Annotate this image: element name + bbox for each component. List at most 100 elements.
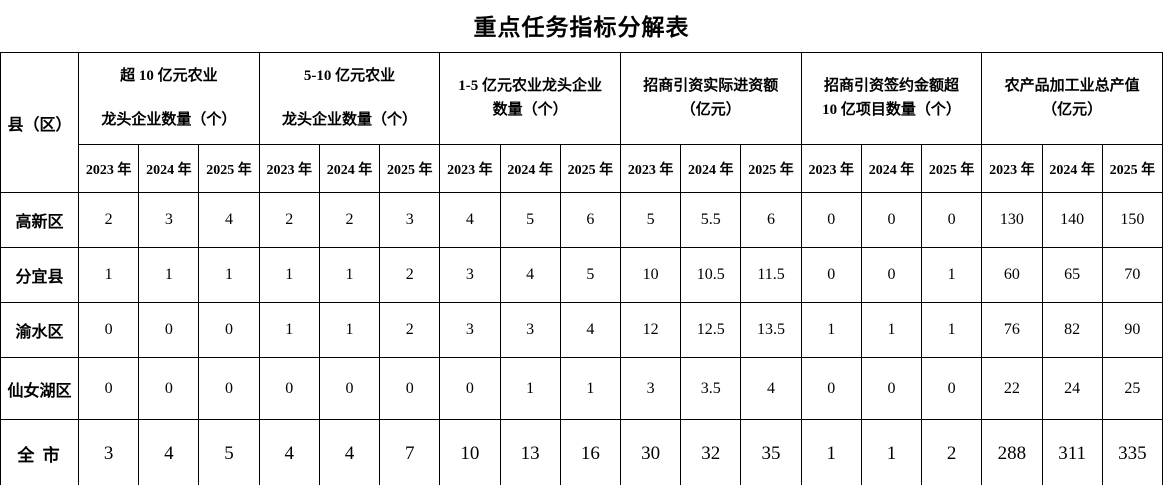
year-header: 2024 年	[138, 144, 200, 193]
year-header: 2025 年	[1101, 144, 1163, 193]
table-cell: 4	[258, 419, 320, 485]
table-cell: 1	[198, 247, 260, 303]
year-header: 2023 年	[981, 144, 1043, 193]
table-cell: 6	[559, 192, 621, 248]
year-header: 2023 年	[800, 144, 862, 193]
table-cell: 3	[77, 419, 140, 485]
table-cell: 5.5	[680, 192, 742, 248]
group-header: 超 10 亿元农业 龙头企业数量（个）	[78, 52, 260, 145]
table-cell: 1	[800, 419, 862, 485]
table-cell: 3	[439, 302, 501, 358]
year-header: 2023 年	[77, 144, 140, 193]
table-cell: 3.5	[680, 357, 742, 420]
table-cell: 3	[138, 192, 200, 248]
row-label: 全 市	[0, 419, 79, 485]
table-cell: 3	[619, 357, 682, 420]
table-cell: 2	[379, 247, 441, 303]
table-cell: 0	[860, 247, 923, 303]
table-cell: 2	[77, 192, 140, 248]
year-header: 2023 年	[619, 144, 682, 193]
table-cell: 3	[439, 247, 501, 303]
table-cell: 60	[981, 247, 1043, 303]
indicator-table: 县（区） 超 10 亿元农业 龙头企业数量（个） 5-10 亿元农业 龙头企业数量…	[0, 52, 1163, 485]
table-cell: 10.5	[680, 247, 742, 303]
table-cell: 5	[559, 247, 621, 303]
table-cell: 12	[619, 302, 682, 358]
table-cell: 150	[1101, 192, 1163, 248]
table-cell: 0	[439, 357, 501, 420]
table-cell: 6	[740, 192, 802, 248]
table-cell: 130	[981, 192, 1043, 248]
table-cell: 4	[138, 419, 200, 485]
year-header: 2025 年	[921, 144, 983, 193]
group-header: 招商引资签约金额超 10 亿项目数量（个）	[800, 52, 983, 145]
table-cell: 70	[1101, 247, 1163, 303]
table-cell: 1	[559, 357, 621, 420]
table-cell: 12.5	[680, 302, 742, 358]
table-cell: 0	[921, 357, 983, 420]
table-cell: 0	[258, 357, 320, 420]
year-header: 2024 年	[318, 144, 381, 193]
table-cell: 35	[740, 419, 802, 485]
table-cell: 0	[860, 357, 923, 420]
row-label: 分宜县	[0, 247, 79, 303]
table-cell: 1	[318, 302, 381, 358]
table-cell: 13.5	[740, 302, 802, 358]
table-cell: 2	[258, 192, 320, 248]
table-cell: 1	[800, 302, 862, 358]
table-row: 全 市 3 4 5 4 4 7 10 13 16 30 32 35 1 1 2 288 311 335	[0, 419, 1163, 485]
row-label: 高新区	[0, 192, 79, 248]
table-cell: 4	[439, 192, 501, 248]
table-row: 分宜县 1 1 1 1 1 2 3 4 5 10 10.5 11.5 0 0 1 60 65 70	[0, 247, 1163, 303]
year-header: 2024 年	[499, 144, 561, 193]
table-cell: 1	[860, 302, 923, 358]
table-cell: 0	[800, 192, 862, 248]
year-header: 2025 年	[198, 144, 260, 193]
table-cell: 11.5	[740, 247, 802, 303]
table-cell: 140	[1041, 192, 1103, 248]
table-cell: 1	[258, 247, 320, 303]
table-cell: 0	[379, 357, 441, 420]
year-header: 2024 年	[860, 144, 923, 193]
year-header: 2024 年	[1041, 144, 1103, 193]
table-cell: 0	[198, 357, 260, 420]
table-cell: 1	[318, 247, 381, 303]
row-label: 渝水区	[0, 302, 79, 358]
corner-header: 县（区）	[0, 52, 79, 193]
table-cell: 22	[981, 357, 1043, 420]
group-header: 农产品加工业总产值 （亿元）	[981, 52, 1163, 145]
year-header: 2025 年	[559, 144, 621, 193]
table-cell: 10	[439, 419, 501, 485]
page-title: 重点任务指标分解表	[473, 15, 690, 40]
table-cell: 335	[1101, 419, 1163, 485]
table-cell: 4	[559, 302, 621, 358]
table-cell: 1	[258, 302, 320, 358]
table-cell: 76	[981, 302, 1043, 358]
table-cell: 0	[77, 302, 140, 358]
year-header: 2025 年	[379, 144, 441, 193]
table-cell: 311	[1041, 419, 1103, 485]
table-cell: 0	[138, 302, 200, 358]
table-cell: 3	[499, 302, 561, 358]
table-cell: 4	[740, 357, 802, 420]
table-cell: 5	[198, 419, 260, 485]
table-cell: 0	[318, 357, 381, 420]
table-cell: 0	[77, 357, 140, 420]
table-cell: 7	[379, 419, 441, 485]
table-cell: 288	[981, 419, 1043, 485]
group-header: 1-5 亿元农业龙头企业 数量（个）	[439, 52, 621, 145]
table-cell: 13	[499, 419, 561, 485]
table-cell: 0	[860, 192, 923, 248]
table-cell: 90	[1101, 302, 1163, 358]
year-header: 2023 年	[258, 144, 320, 193]
table-cell: 1	[921, 302, 983, 358]
table-cell: 1	[860, 419, 923, 485]
year-header: 2025 年	[740, 144, 802, 193]
group-header: 5-10 亿元农业 龙头企业数量（个）	[258, 52, 441, 145]
table-cell: 5	[499, 192, 561, 248]
table-cell: 3	[379, 192, 441, 248]
table-cell: 24	[1041, 357, 1103, 420]
table-cell: 4	[499, 247, 561, 303]
table-cell: 32	[680, 419, 742, 485]
table-cell: 0	[921, 192, 983, 248]
